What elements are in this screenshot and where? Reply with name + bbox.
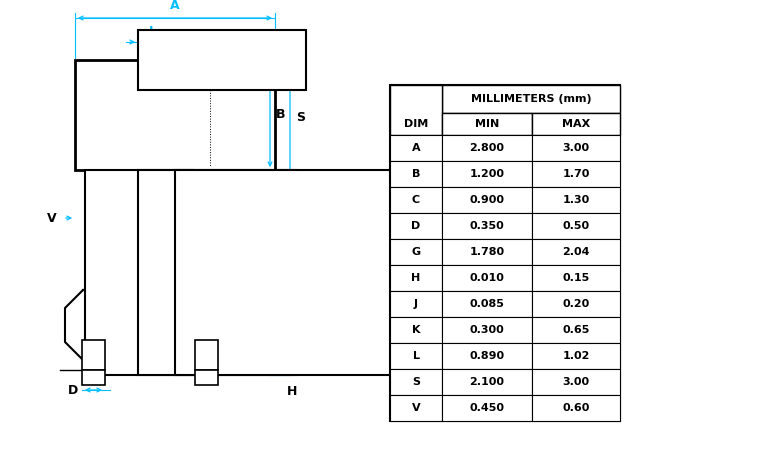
Bar [532, 317, 620, 343]
Bar [390, 317, 442, 343]
Text: 1.200: 1.200 [470, 169, 505, 179]
Bar [390, 369, 442, 395]
Bar [390, 265, 442, 291]
Bar [442, 291, 532, 317]
Text: S: S [296, 111, 305, 124]
Text: H: H [287, 385, 298, 398]
Bar [390, 343, 442, 369]
Bar [195, 370, 218, 385]
Bar [82, 370, 105, 385]
Bar [532, 239, 620, 265]
Bar [85, 170, 193, 375]
Bar [138, 30, 306, 90]
Bar [390, 85, 620, 421]
Bar [532, 135, 620, 161]
Bar [442, 85, 620, 113]
Bar [195, 340, 218, 370]
Polygon shape [65, 290, 270, 360]
Bar [532, 369, 620, 395]
Text: 0.010: 0.010 [470, 273, 505, 283]
Text: H: H [412, 273, 421, 283]
Text: S: S [412, 377, 420, 387]
Bar [442, 239, 532, 265]
Text: L: L [412, 351, 419, 361]
Bar [442, 369, 532, 395]
Bar [532, 187, 620, 213]
Text: B: B [276, 108, 285, 121]
Bar [532, 213, 620, 239]
Text: V: V [412, 403, 420, 413]
Text: B: B [412, 169, 420, 179]
Bar [390, 187, 442, 213]
Bar [532, 343, 620, 369]
Text: 0.20: 0.20 [563, 299, 590, 309]
Text: 0.60: 0.60 [563, 403, 590, 413]
Text: 0.15: 0.15 [563, 273, 590, 283]
Bar [390, 161, 442, 187]
Text: 2.100: 2.100 [470, 377, 505, 387]
Bar [390, 395, 442, 421]
Bar [442, 395, 532, 421]
Text: J: J [414, 299, 418, 309]
Text: MILLIMETERS (mm): MILLIMETERS (mm) [470, 94, 591, 104]
Bar [390, 135, 442, 161]
Bar [82, 340, 105, 370]
Text: 0.085: 0.085 [470, 299, 505, 309]
Bar [442, 113, 532, 135]
Bar [532, 265, 620, 291]
Text: 3.00: 3.00 [563, 143, 590, 153]
Bar [442, 317, 532, 343]
Bar [442, 161, 532, 187]
Text: DIM: DIM [404, 119, 428, 129]
Text: 2.04: 2.04 [562, 247, 590, 257]
Text: 1.780: 1.780 [470, 247, 505, 257]
Text: L: L [149, 25, 157, 38]
Text: C: C [291, 318, 300, 332]
Text: G: G [412, 247, 421, 257]
Bar [532, 161, 620, 187]
Bar [532, 113, 620, 135]
Bar [390, 239, 442, 265]
Bar [175, 170, 433, 375]
Bar [442, 265, 532, 291]
Text: 0.900: 0.900 [470, 195, 505, 205]
Bar [442, 213, 532, 239]
Text: 0.50: 0.50 [563, 221, 590, 231]
Text: 2.800: 2.800 [470, 143, 505, 153]
Text: V: V [47, 212, 57, 225]
Bar [532, 395, 620, 421]
Text: MAX: MAX [562, 119, 590, 129]
Text: 3.00: 3.00 [563, 377, 590, 387]
Text: C: C [412, 195, 420, 205]
Bar [75, 60, 275, 170]
Text: A: A [412, 143, 420, 153]
Text: 0.450: 0.450 [470, 403, 505, 413]
Text: 0.300: 0.300 [470, 325, 505, 335]
Bar [442, 135, 532, 161]
Bar [138, 170, 296, 375]
Bar [390, 213, 442, 239]
Bar [390, 291, 442, 317]
Text: 0.65: 0.65 [563, 325, 590, 335]
Bar [390, 85, 442, 135]
Text: MIN: MIN [475, 119, 499, 129]
Text: K: K [412, 325, 420, 335]
Text: 1.70: 1.70 [563, 169, 590, 179]
Bar [442, 187, 532, 213]
Text: D: D [412, 221, 421, 231]
Text: G: G [160, 228, 170, 241]
Text: 1.30: 1.30 [563, 195, 590, 205]
Text: A: A [170, 0, 180, 12]
Bar [442, 343, 532, 369]
Bar [532, 291, 620, 317]
Text: 0.890: 0.890 [470, 351, 505, 361]
Text: D: D [67, 383, 78, 396]
Text: 1.02: 1.02 [563, 351, 590, 361]
Text: 0.350: 0.350 [470, 221, 505, 231]
